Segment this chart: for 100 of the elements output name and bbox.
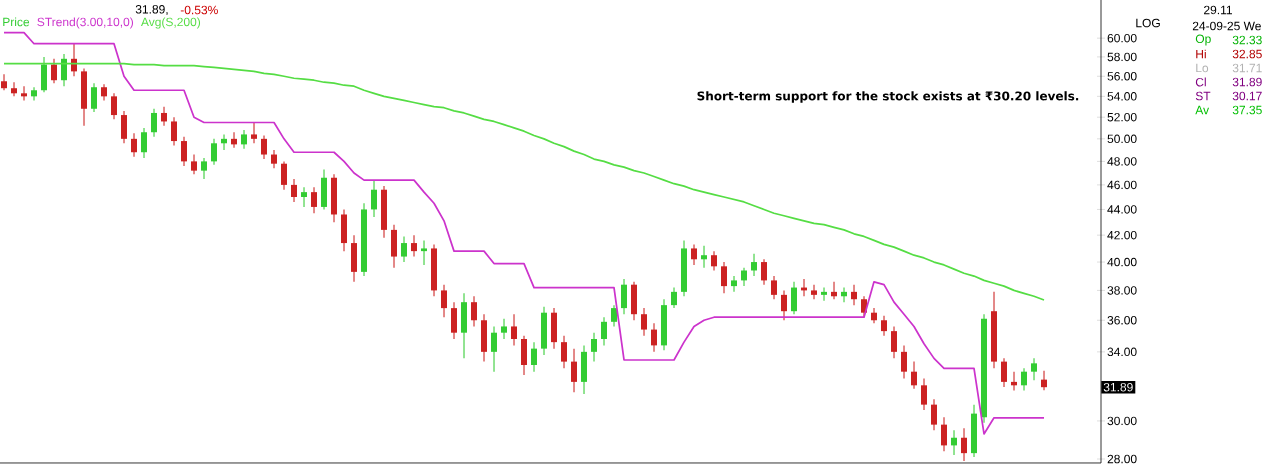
candlestick <box>741 267 748 287</box>
candlestick <box>1001 357 1008 388</box>
candlestick <box>671 287 678 309</box>
candlestick <box>181 136 188 167</box>
candlestick <box>311 186 318 214</box>
candlestick <box>641 307 648 337</box>
text: 37.35 <box>1232 105 1262 115</box>
text: 24-09-25 We <box>1192 21 1261 31</box>
y-tick-label: 46.00 <box>1107 180 1137 190</box>
y-tick-label: 34.00 <box>1107 347 1137 357</box>
candlestick <box>1031 357 1038 381</box>
text: 32.85 <box>1232 49 1262 59</box>
candlestick <box>121 110 128 144</box>
candlestick <box>951 429 958 456</box>
candlestick <box>141 127 148 159</box>
annotation: 31.89, <box>135 5 168 15</box>
y-tick-label: 40.00 <box>1107 257 1137 267</box>
candlestick <box>201 157 208 180</box>
candlestick <box>591 332 598 363</box>
candlestick <box>421 239 428 266</box>
candlestick <box>411 234 418 258</box>
candlestick <box>281 160 288 191</box>
y-tick-label: 52.00 <box>1107 112 1137 122</box>
candlestick <box>51 58 58 84</box>
candlestick <box>1021 367 1028 392</box>
candlestick <box>811 284 818 300</box>
candlestick <box>651 322 658 353</box>
candlestick <box>871 307 878 324</box>
candlestick <box>921 377 928 411</box>
y-tick-label: 38.00 <box>1107 286 1137 295</box>
text: 31.89 <box>1103 382 1133 392</box>
candlestick <box>751 253 758 277</box>
candlestick <box>291 178 298 203</box>
candlestick <box>911 361 918 390</box>
candlestick <box>621 278 628 315</box>
y-tick-label: 54.00 <box>1107 92 1137 101</box>
y-tick-label: 58.00 <box>1107 52 1137 62</box>
text: 31.89 <box>1232 77 1262 87</box>
text: 29.11 <box>1204 5 1232 15</box>
candlestick <box>891 325 898 359</box>
text: 32.33 <box>1232 35 1262 45</box>
candlestick <box>851 284 858 306</box>
y-tick-label: 60.00 <box>1107 33 1137 43</box>
candlestick <box>701 245 708 269</box>
text: Op <box>1195 34 1211 46</box>
text: Avg(S,200) <box>140 17 201 29</box>
candlestick <box>11 81 18 97</box>
candlestick <box>531 341 538 373</box>
y-tick-label: 28.00 <box>1107 454 1137 464</box>
candlestick <box>771 275 778 300</box>
text: 31.71 <box>1232 63 1262 73</box>
text: Av <box>1195 105 1210 115</box>
text: Price <box>3 17 30 27</box>
candlestick <box>471 295 478 327</box>
candlestick <box>131 132 138 158</box>
candlestick <box>371 179 378 218</box>
candlestick <box>111 92 118 120</box>
candlestick <box>721 261 728 294</box>
candlestick <box>61 53 68 87</box>
candlestick <box>251 121 258 144</box>
candlestick <box>241 129 248 150</box>
candlestick <box>491 325 498 373</box>
candlestick <box>901 344 908 379</box>
candlestick <box>401 235 408 263</box>
y-tick-label: 50.00 <box>1107 134 1137 144</box>
candlestick <box>611 304 618 327</box>
series-label: STrend(3.00,10,0) <box>37 17 134 29</box>
candlestick <box>571 348 578 393</box>
candlestick <box>781 289 788 321</box>
candlestick <box>191 153 198 175</box>
candlestick <box>821 287 828 302</box>
candlestick <box>561 335 568 369</box>
candlestick <box>301 186 308 208</box>
y-tick-label: 56.00 <box>1107 72 1137 81</box>
text: Lo <box>1196 63 1209 73</box>
candlestick <box>21 85 28 101</box>
candlestick <box>91 82 98 113</box>
text: Hi <box>1196 49 1206 59</box>
text: LOG <box>1136 18 1160 28</box>
candlestick <box>271 149 278 169</box>
candlestick <box>151 108 158 138</box>
y-tick-label: 36.00 <box>1107 316 1137 325</box>
candlestick <box>601 316 608 346</box>
candlestick <box>731 275 738 293</box>
candlestick <box>511 313 518 346</box>
candlestick <box>761 258 768 286</box>
candlestick <box>31 86 38 101</box>
candlestick <box>171 116 178 147</box>
text: Cl <box>1195 77 1206 87</box>
y-tick-label: 44.00 <box>1107 205 1137 214</box>
candlestick <box>941 416 948 452</box>
annotation: -0.53% <box>180 5 218 15</box>
candlestick <box>931 398 938 431</box>
candlestick <box>501 318 508 340</box>
candlestick <box>711 250 718 272</box>
candlestick <box>791 281 798 315</box>
candlestick <box>1 73 8 91</box>
candlestick <box>441 284 448 318</box>
y-tick-label: 30.00 <box>1107 416 1137 426</box>
annotation: Short-term support for the stock exists at ₹30.20 levels. <box>697 91 1079 103</box>
